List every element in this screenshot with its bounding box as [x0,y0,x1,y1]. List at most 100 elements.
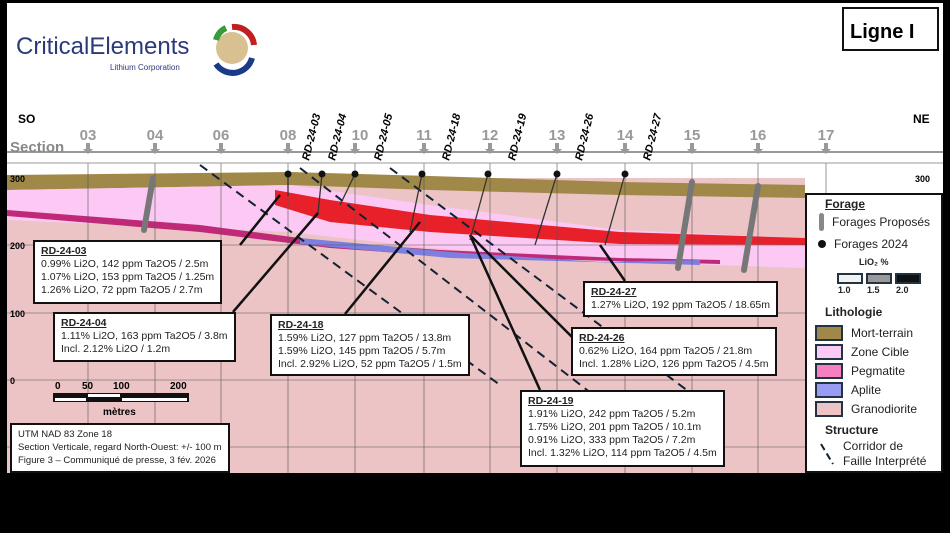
logo-text: CriticalElements [16,33,189,60]
callout-line: 1.59% Li2O, 145 ppm Ta2O5 / 5.7m [278,345,446,357]
elevation-label: 0 [10,376,15,386]
info-line: Section Verticale, regard North-Ouest: +… [18,442,222,453]
drilled-hole-icon [818,240,826,248]
info-line: Figure 3 – Communiqué de presse, 3 fév. … [18,455,216,466]
section-arrow-icon [216,143,226,154]
callout-title: RD-24-04 [61,317,107,329]
info-line: UTM NAD 83 Zone 18 [18,429,112,440]
drill-trace [534,173,558,246]
drill-collar-icon [351,170,359,178]
elev-right: 300 [915,174,930,184]
drill-collar-icon [284,170,292,178]
dir-ne: NE [913,112,930,126]
section-arrow-icon [83,143,93,154]
drill-trace [317,173,323,214]
section-label: Section [10,139,64,156]
litho-label: Mort-terrain [851,326,914,340]
litho-label: Granodiorite [851,402,918,416]
dir-so: SO [18,112,35,126]
section-number: 10 [352,127,369,144]
legend-proposed: Forages Proposés [832,215,931,229]
section-arrow-icon [620,143,630,154]
callout-title: RD-24-19 [528,395,574,407]
scale-tick: 0 [55,381,61,392]
section-arrow-icon [350,143,360,154]
callout-line: 0.99% Li2O, 142 ppm Ta2O5 / 2.5m [41,258,209,270]
drill-collar-icon [553,170,561,178]
grade-label: 1.0 [838,285,851,295]
section-number: 13 [549,127,566,144]
proposed-holes [141,175,761,273]
callout-line: 0.91% Li2O, 333 ppm Ta2O5 / 7.2m [528,434,696,446]
section-number: 03 [80,127,97,144]
drill-trace [604,173,626,246]
callout-rd-24-26: RD-24-26 0.62% Li2O, 164 ppm Ta2O5 / 21.8… [571,327,777,376]
litho-swatch [815,401,843,417]
litho-swatch [815,325,843,341]
section-arrow-icon [485,143,495,154]
elevation-label: 100 [10,309,25,319]
legend-litho-item: Zone Cible [815,344,909,360]
callout-title: RD-24-18 [278,319,324,331]
logo-globe-icon [213,23,257,76]
callout-title: RD-24-26 [579,332,625,344]
callout-rd-24-18: RD-24-18 1.59% Li2O, 127 ppm Ta2O5 / 13.8… [270,314,470,376]
callout-line: Incl. 2.12% Li2O / 1.2m [61,343,171,355]
grade-swatch [866,273,892,284]
drill-collar-icon [621,170,629,178]
legend-fault-line: Corridor de [843,439,904,453]
grade-label: 1.5 [867,285,880,295]
callout-line: 1.26% Li2O, 72 ppm Ta2O5 / 2.7m [41,284,203,296]
scale-tick: 200 [170,381,187,392]
section-number: 14 [617,127,634,144]
legend-drilled: Forages 2024 [834,237,909,251]
legend-fault-line: Faille Interprété [843,454,927,468]
callout-line: 1.07% Li2O, 153 ppm Ta2O5 / 1.25m [41,271,215,283]
fault-icon [819,442,835,466]
section-number: 16 [750,127,767,144]
grade-swatch [895,273,921,284]
legend-grade-title: LiO₂ % [859,257,889,267]
section-number: 11 [416,127,432,144]
legend-structure-title: Structure [825,423,879,437]
litho-label: Aplite [851,383,882,397]
litho-swatch [815,382,843,398]
callout-rd-24-03: RD-24-03 0.99% Li2O, 142 ppm Ta2O5 / 2.5m… [33,240,223,304]
section-number: 08 [280,127,297,144]
section-arrow-icon [552,143,562,154]
aplite [300,238,700,265]
section-arrow-icon [283,143,293,154]
drill-trace [469,173,489,241]
callout-line: 0.62% Li2O, 164 ppm Ta2O5 / 21.8m [579,345,753,357]
legend-litho-item: Mort-terrain [815,325,913,341]
info-box: UTM NAD 83 Zone 18 Section Verticale, re… [10,423,230,473]
callout-line: 1.11% Li2O, 163 ppm Ta2O5 / 3.8m [61,330,228,342]
drill-collar-icon [484,170,492,178]
section-arrow-icon [753,143,763,154]
scale-unit: mètres [103,407,136,418]
grade-label: 2.0 [896,285,909,295]
section-number: 04 [147,127,164,144]
callout-line: Incl. 1.28% Li2O, 126 ppm Ta2O5 / 4.5m [579,358,769,370]
section-number: 17 [818,127,835,144]
litho-label: Zone Cible [851,345,910,359]
logo-subtitle: Lithium Corporation [110,63,180,72]
callout-leaders [232,194,627,391]
callout-line: 1.27% Li2O, 192 ppm Ta2O5 / 18.65m [591,299,771,311]
callout-line: 1.59% Li2O, 127 ppm Ta2O5 / 13.8m [278,332,452,344]
legend-litho-item: Pegmatite [815,363,905,379]
callout-line: 1.91% Li2O, 242 ppm Ta2O5 / 5.2m [528,408,696,420]
pegmatite [7,210,720,264]
litho-label: Pegmatite [851,364,906,378]
callout-line: Incl. 1.32% Li2O, 114 ppm Ta2O5 / 4.5m [528,447,717,459]
callout-title: RD-24-27 [591,286,637,298]
legend: Forage Forages Proposés Forages 2024 LiO… [805,193,943,473]
section-arrow-icon [821,143,831,154]
callout-line: Incl. 2.92% Li2O, 52 ppm Ta2O5 / 1.5m [278,358,462,370]
section-arrow-icon [419,143,429,154]
scale-tick: 50 [82,381,94,392]
legend-litho-title: Lithologie [825,305,883,319]
elevation-label: 200 [10,241,25,251]
section-number: 15 [684,127,701,144]
